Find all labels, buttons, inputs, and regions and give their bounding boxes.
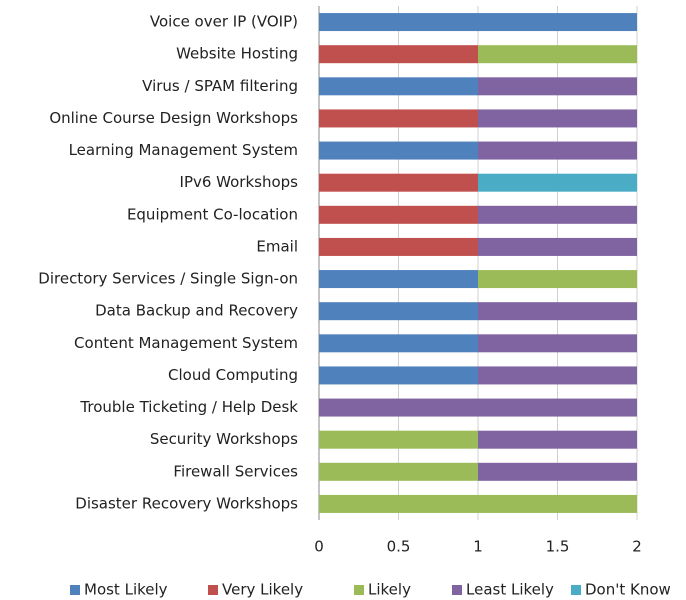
bar-segment	[478, 77, 637, 96]
x-tick-label: 0.5	[387, 538, 411, 556]
bar-segment	[319, 430, 478, 449]
bar-segment	[319, 494, 637, 513]
bar-segment	[478, 334, 637, 353]
bar-segment	[478, 237, 637, 256]
x-tick-label: 0	[314, 538, 324, 556]
x-tick-label: 1.5	[546, 538, 570, 556]
y-tick-label: Cloud Computing	[168, 366, 298, 384]
y-tick-label: Trouble Ticketing / Help Desk	[79, 398, 298, 416]
bar-segment	[319, 270, 478, 289]
x-tick-label: 1	[473, 538, 483, 556]
bar-segment	[319, 77, 478, 96]
bar-segment	[319, 366, 478, 385]
legend-swatch	[452, 585, 462, 595]
bar-segment	[319, 302, 478, 321]
y-tick-label: Voice over IP (VOIP)	[150, 13, 298, 31]
legend-label: Very Likely	[222, 581, 303, 599]
legend-swatch	[354, 585, 364, 595]
bar-segment	[478, 462, 637, 481]
bar-segment	[478, 366, 637, 385]
bar-segment	[319, 462, 478, 481]
bar-segment	[478, 430, 637, 449]
y-tick-label: Content Management System	[74, 334, 298, 352]
y-tick-label: Email	[256, 237, 298, 255]
bar-segment	[478, 205, 637, 224]
bar-segment	[478, 141, 637, 160]
legend-label: Don't Know	[585, 581, 671, 599]
bar-segment	[319, 205, 478, 224]
bar-segment	[478, 302, 637, 321]
x-tick-label: 2	[632, 538, 642, 556]
bar-segment	[319, 398, 637, 417]
y-tick-label: IPv6 Workshops	[180, 173, 299, 191]
y-tick-label: Equipment Co-location	[127, 205, 298, 223]
y-tick-label: Online Course Design Workshops	[49, 109, 298, 127]
bar-segment	[319, 13, 637, 32]
bar-segment	[319, 237, 478, 256]
y-tick-label: Firewall Services	[173, 462, 298, 480]
bar-segment	[319, 109, 478, 128]
legend-label: Most Likely	[84, 581, 168, 599]
bar-segment	[478, 109, 637, 128]
y-tick-label: Disaster Recovery Workshops	[75, 494, 298, 512]
bar-segment	[319, 45, 478, 64]
legend-label: Likely	[368, 581, 411, 599]
bar-segment	[319, 334, 478, 353]
y-tick-label: Data Backup and Recovery	[95, 302, 298, 320]
legend-swatch	[70, 585, 80, 595]
y-tick-label: Learning Management System	[69, 141, 298, 159]
y-tick-label: Directory Services / Single Sign-on	[38, 270, 298, 288]
bar-segment	[478, 45, 637, 64]
bar-segment	[319, 173, 478, 192]
legend-swatch	[571, 585, 581, 595]
y-tick-label: Website Hosting	[176, 45, 298, 63]
bar-segment	[478, 270, 637, 289]
y-tick-label: Security Workshops	[150, 430, 298, 448]
bar-segment	[319, 141, 478, 160]
legend-swatch	[208, 585, 218, 595]
bar-segment	[478, 173, 637, 192]
legend-label: Least Likely	[466, 581, 554, 599]
y-tick-label: Virus / SPAM filtering	[142, 77, 298, 95]
